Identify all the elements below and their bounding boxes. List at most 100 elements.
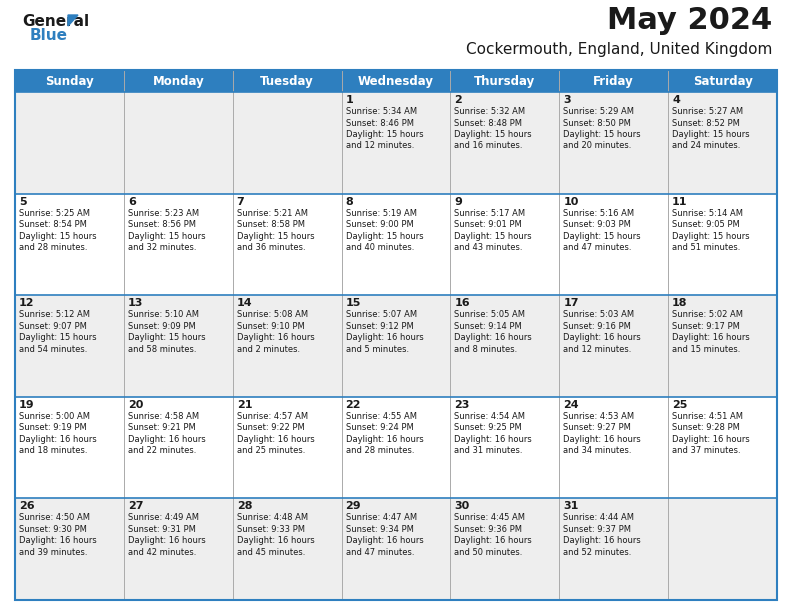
Bar [233, 498, 341, 600]
Bar [15, 92, 124, 193]
Text: and 58 minutes.: and 58 minutes. [128, 345, 196, 354]
Bar [341, 92, 451, 193]
Bar [15, 70, 777, 600]
Text: Daylight: 16 hours: Daylight: 16 hours [128, 435, 206, 444]
Text: Sunset: 9:12 PM: Sunset: 9:12 PM [345, 322, 413, 330]
Text: and 40 minutes.: and 40 minutes. [345, 243, 414, 252]
Bar [451, 295, 559, 397]
Text: and 32 minutes.: and 32 minutes. [128, 243, 196, 252]
Text: Sunrise: 4:55 AM: Sunrise: 4:55 AM [345, 412, 417, 421]
Text: Daylight: 15 hours: Daylight: 15 hours [672, 231, 750, 241]
Bar [233, 193, 341, 295]
Text: Thursday: Thursday [474, 75, 535, 88]
Text: 31: 31 [563, 501, 579, 512]
Text: Sunrise: 5:21 AM: Sunrise: 5:21 AM [237, 209, 308, 218]
Text: Sunrise: 5:00 AM: Sunrise: 5:00 AM [19, 412, 90, 421]
Text: and 47 minutes.: and 47 minutes. [345, 548, 414, 557]
Text: and 39 minutes.: and 39 minutes. [19, 548, 87, 557]
Text: 8: 8 [345, 196, 353, 207]
Text: Sunrise: 5:03 AM: Sunrise: 5:03 AM [563, 310, 634, 319]
Text: Sunrise: 5:10 AM: Sunrise: 5:10 AM [128, 310, 199, 319]
Text: Sunrise: 5:25 AM: Sunrise: 5:25 AM [19, 209, 90, 218]
Text: Sunset: 8:46 PM: Sunset: 8:46 PM [345, 119, 413, 127]
Text: 30: 30 [455, 501, 470, 512]
Text: Sunrise: 4:47 AM: Sunrise: 4:47 AM [345, 513, 417, 523]
Text: Sunrise: 4:53 AM: Sunrise: 4:53 AM [563, 412, 634, 421]
Text: and 24 minutes.: and 24 minutes. [672, 141, 741, 151]
Text: Sunday: Sunday [45, 75, 93, 88]
Text: Sunset: 9:30 PM: Sunset: 9:30 PM [19, 525, 87, 534]
Bar [233, 92, 341, 193]
Text: Sunset: 9:19 PM: Sunset: 9:19 PM [19, 424, 87, 432]
Text: and 15 minutes.: and 15 minutes. [672, 345, 741, 354]
Bar [15, 193, 124, 295]
Bar [559, 498, 668, 600]
Text: 22: 22 [345, 400, 361, 410]
Text: Sunset: 9:28 PM: Sunset: 9:28 PM [672, 424, 740, 432]
Text: and 54 minutes.: and 54 minutes. [19, 345, 87, 354]
Text: and 45 minutes.: and 45 minutes. [237, 548, 305, 557]
Bar [559, 70, 668, 92]
Text: Sunrise: 5:27 AM: Sunrise: 5:27 AM [672, 107, 743, 116]
Text: Daylight: 16 hours: Daylight: 16 hours [19, 435, 97, 444]
Text: 16: 16 [455, 298, 470, 308]
Text: 27: 27 [128, 501, 143, 512]
Text: and 2 minutes.: and 2 minutes. [237, 345, 300, 354]
Text: Daylight: 15 hours: Daylight: 15 hours [672, 130, 750, 139]
Text: Daylight: 15 hours: Daylight: 15 hours [128, 231, 205, 241]
Text: Daylight: 15 hours: Daylight: 15 hours [563, 231, 641, 241]
Text: and 25 minutes.: and 25 minutes. [237, 446, 305, 455]
Text: 1: 1 [345, 95, 353, 105]
Bar [559, 397, 668, 498]
Text: Daylight: 16 hours: Daylight: 16 hours [455, 536, 532, 545]
Text: Saturday: Saturday [693, 75, 752, 88]
Text: and 28 minutes.: and 28 minutes. [19, 243, 87, 252]
Bar [341, 295, 451, 397]
Text: Sunrise: 5:29 AM: Sunrise: 5:29 AM [563, 107, 634, 116]
Bar [15, 397, 124, 498]
Bar [124, 70, 233, 92]
Text: Sunset: 9:01 PM: Sunset: 9:01 PM [455, 220, 522, 229]
Text: 9: 9 [455, 196, 463, 207]
Text: Sunrise: 4:50 AM: Sunrise: 4:50 AM [19, 513, 90, 523]
Text: 23: 23 [455, 400, 470, 410]
Text: and 5 minutes.: and 5 minutes. [345, 345, 409, 354]
Text: Daylight: 15 hours: Daylight: 15 hours [455, 231, 532, 241]
Text: Sunset: 9:14 PM: Sunset: 9:14 PM [455, 322, 522, 330]
Text: and 28 minutes.: and 28 minutes. [345, 446, 414, 455]
Text: Sunrise: 5:16 AM: Sunrise: 5:16 AM [563, 209, 634, 218]
Text: Sunset: 9:22 PM: Sunset: 9:22 PM [237, 424, 304, 432]
Text: Sunrise: 4:54 AM: Sunrise: 4:54 AM [455, 412, 525, 421]
Bar [451, 70, 559, 92]
Text: Sunset: 8:48 PM: Sunset: 8:48 PM [455, 119, 523, 127]
Text: and 37 minutes.: and 37 minutes. [672, 446, 741, 455]
Text: 5: 5 [19, 196, 27, 207]
Bar [15, 295, 124, 397]
Bar [15, 70, 124, 92]
Bar [124, 295, 233, 397]
Text: 14: 14 [237, 298, 253, 308]
Text: Daylight: 16 hours: Daylight: 16 hours [563, 435, 641, 444]
Text: 4: 4 [672, 95, 680, 105]
Text: Sunrise: 5:17 AM: Sunrise: 5:17 AM [455, 209, 526, 218]
Bar [341, 193, 451, 295]
Text: Sunrise: 5:05 AM: Sunrise: 5:05 AM [455, 310, 525, 319]
Text: Sunrise: 5:07 AM: Sunrise: 5:07 AM [345, 310, 417, 319]
Text: Monday: Monday [152, 75, 204, 88]
Text: May 2024: May 2024 [607, 6, 772, 35]
Bar [124, 498, 233, 600]
Text: Sunrise: 5:08 AM: Sunrise: 5:08 AM [237, 310, 308, 319]
Text: 10: 10 [563, 196, 579, 207]
Text: and 18 minutes.: and 18 minutes. [19, 446, 87, 455]
Text: 28: 28 [237, 501, 252, 512]
Bar [233, 70, 341, 92]
Text: Tuesday: Tuesday [261, 75, 314, 88]
Text: 18: 18 [672, 298, 687, 308]
Bar [233, 295, 341, 397]
Text: 7: 7 [237, 196, 245, 207]
Text: 3: 3 [563, 95, 571, 105]
Text: 25: 25 [672, 400, 687, 410]
Text: Daylight: 16 hours: Daylight: 16 hours [455, 435, 532, 444]
Text: Sunset: 9:37 PM: Sunset: 9:37 PM [563, 525, 631, 534]
Text: Sunset: 9:24 PM: Sunset: 9:24 PM [345, 424, 413, 432]
